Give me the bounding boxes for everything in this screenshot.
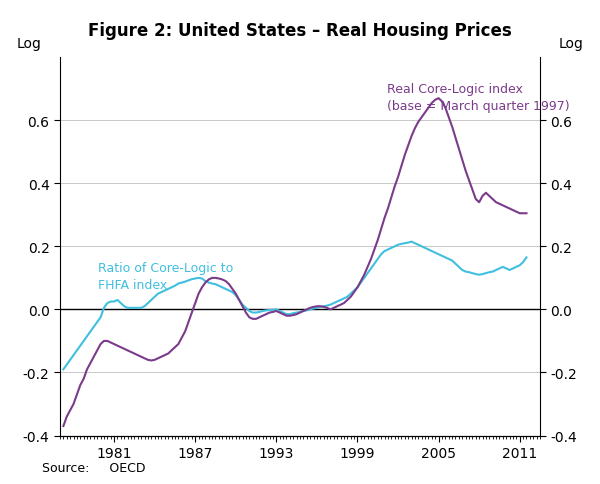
Text: Log: Log [559,37,583,50]
Text: Figure 2: United States – Real Housing Prices: Figure 2: United States – Real Housing P… [88,22,512,40]
Text: Real Core-Logic index
(base = March quarter 1997): Real Core-Logic index (base = March quar… [387,83,570,113]
Text: Source:     OECD: Source: OECD [42,461,146,474]
Text: Ratio of Core-Logic to
FHFA index: Ratio of Core-Logic to FHFA index [98,261,233,291]
Text: Log: Log [17,37,41,50]
